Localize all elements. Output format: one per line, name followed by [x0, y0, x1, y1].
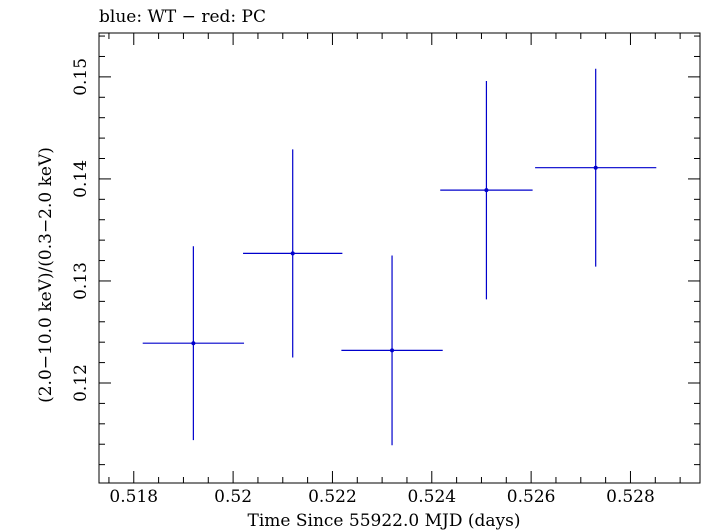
y-tick-label: 0.14 [71, 160, 91, 198]
x-tick-label: 0.518 [109, 487, 158, 507]
y-axis-title: (2.0−10.0 keV)/(0.3−2.0 keV) [36, 147, 56, 403]
x-tick-label: 0.522 [308, 487, 357, 507]
data-series [142, 68, 657, 446]
y-tick-labels: 0.12 0.13 0.14 0.15 [71, 58, 91, 402]
data-point [390, 348, 395, 353]
x-tick-label: 0.526 [507, 487, 556, 507]
data-point [593, 165, 598, 170]
plot-area [98, 32, 701, 484]
y-tick-label: 0.13 [71, 262, 91, 300]
x-tick-labels: 0.518 0.52 0.522 0.524 0.526 0.528 [109, 487, 654, 507]
x-tick-label: 0.52 [214, 487, 252, 507]
data-point [191, 341, 196, 346]
x-tick-label: 0.528 [606, 487, 655, 507]
x-axis-title: Time Since 55922.0 MJD (days) [248, 511, 521, 531]
y-tick-label: 0.12 [71, 364, 91, 402]
data-point [290, 251, 295, 256]
tick-marks [99, 33, 700, 483]
data-point [484, 188, 489, 193]
x-tick-label: 0.524 [407, 487, 456, 507]
y-tick-label: 0.15 [71, 58, 91, 96]
chart-title: blue: WT − red: PC [99, 7, 266, 27]
series-wt [142, 68, 657, 446]
